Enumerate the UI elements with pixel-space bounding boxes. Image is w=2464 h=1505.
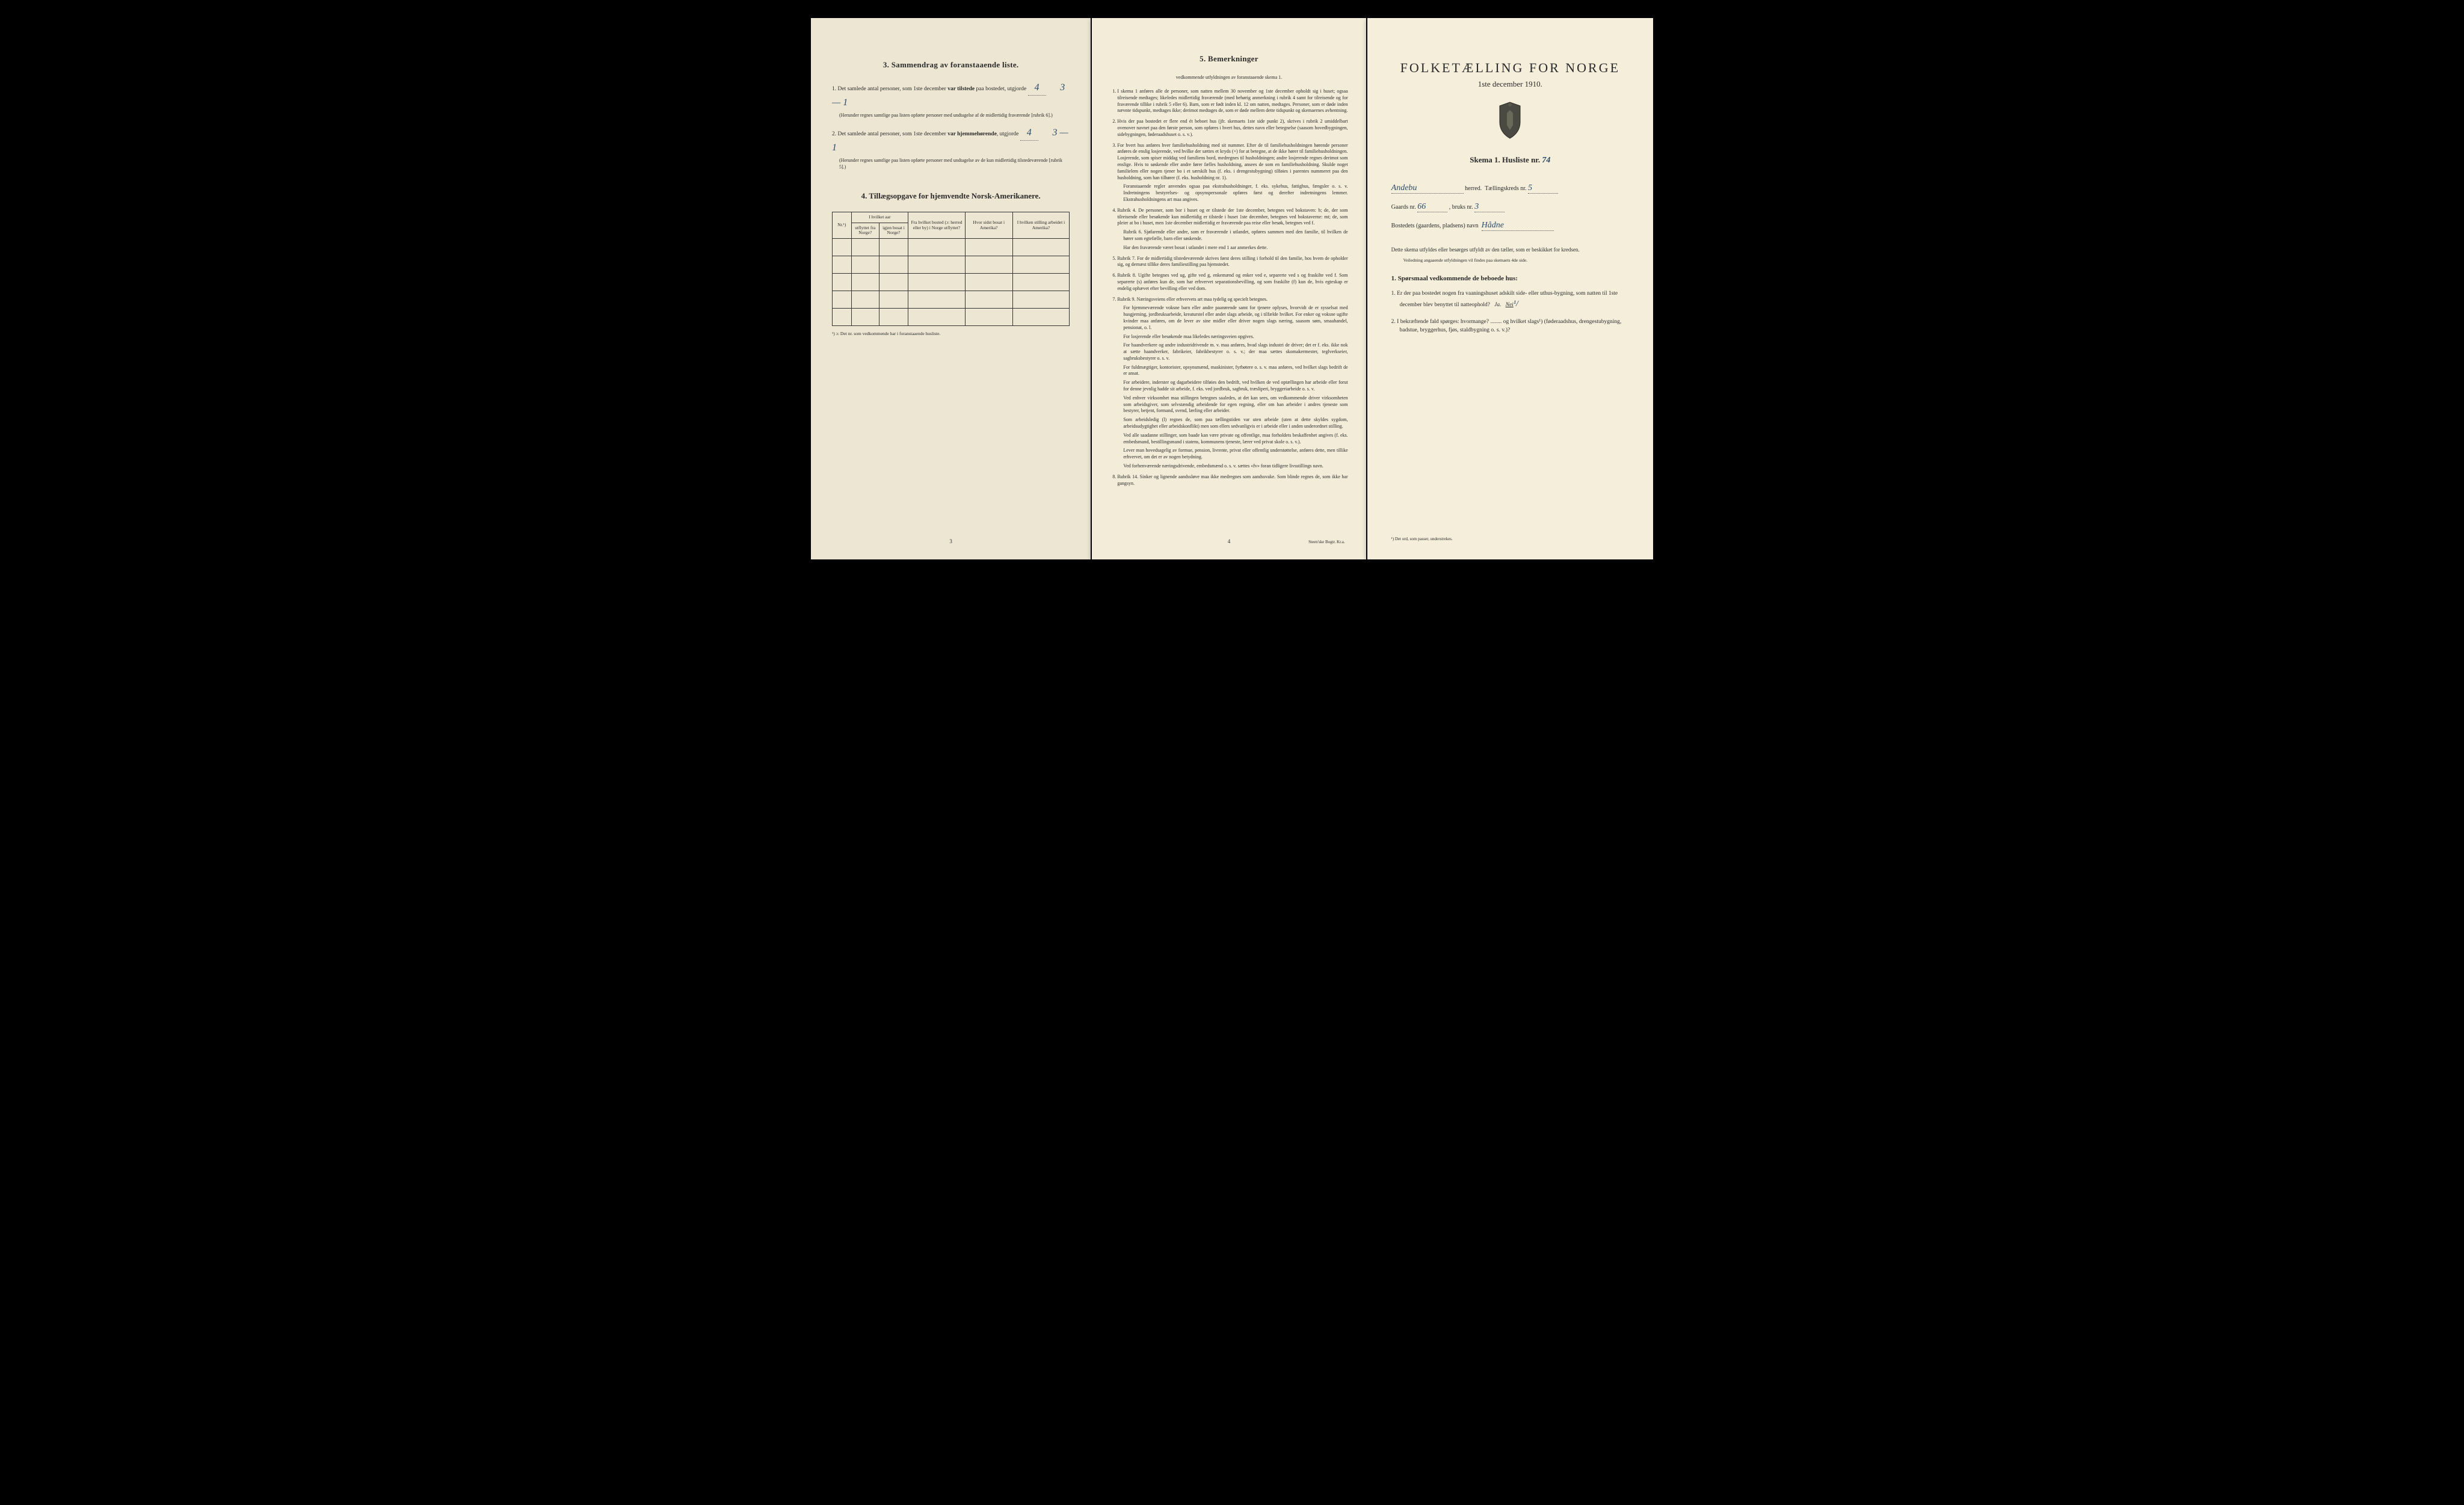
skema-label: Skema 1. Husliste nr. (1470, 155, 1540, 164)
section-5-subheading: vedkommende utfyldningen av foranstaaend… (1110, 75, 1348, 80)
husliste-nr: 74 (1542, 156, 1550, 165)
item1-text-after: paa bostedet, utgjorde (975, 86, 1027, 92)
th-bosted: Fra hvilket bosted (ɔ: herred eller by) … (908, 212, 966, 239)
printer-mark: Steen'ske Bogtr. Kr.a. (1308, 540, 1345, 544)
subtitle: 1ste december 1910. (1391, 79, 1629, 89)
table-row (833, 239, 1070, 256)
instruction: Dette skema utfyldes eller besørges utfy… (1391, 246, 1629, 254)
page-number-4: 4 (1228, 538, 1231, 544)
herred-line: Andebu herred. Tællingskreds nr. 5 (1391, 183, 1629, 194)
coat-of-arms-icon (1494, 101, 1527, 140)
norsk-amerikanere-table: Nr.¹) I hvilket aar Fra hvilket bosted (… (832, 212, 1070, 326)
remark-7-sub-7: Ved alle saadanne stillinger, som baade … (1123, 432, 1348, 446)
item2-value1: 4 (1020, 126, 1038, 141)
th-nr: Nr.¹) (833, 212, 852, 239)
question-heading: 1. Spørsmaal vedkommende de beboede hus: (1391, 275, 1629, 282)
remark-3: For hvert hus anføres hver familiehushol… (1117, 143, 1348, 203)
remark-4-sub2: Har den fraværende været bosat i utlande… (1123, 245, 1348, 251)
herred-value: Andebu (1391, 183, 1464, 194)
item2-bold: var hjemmehørende (947, 131, 997, 137)
document-container: 3. Sammendrag av foranstaaende liste. 1.… (811, 18, 1653, 559)
remark-5: Rubrik 7. For de midlertidig tilstedevær… (1117, 256, 1348, 269)
main-title: FOLKETÆLLING FOR NORGE (1391, 60, 1629, 76)
section-4-heading: 4. Tillægsopgave for hjemvendte Norsk-Am… (832, 191, 1070, 201)
remark-7-sub-8: Lever man hovedsagelig av formue, pensio… (1123, 448, 1348, 461)
section-3-heading: 3. Sammendrag av foranstaaende liste. (832, 60, 1070, 70)
section3-item-1: 1. Det samlede antal personer, som 1ste … (832, 81, 1070, 118)
item2-fine-print: (Herunder regnes samtlige paa listen opf… (839, 158, 1070, 170)
remark-7-sub-2: For haandverkere og andre industridriven… (1123, 342, 1348, 362)
page-middle: 5. Bemerkninger vedkommende utfyldningen… (1092, 18, 1366, 559)
th-stilling: I hvilken stilling arbeidet i Amerika? (1012, 212, 1070, 239)
remark-4-text: Rubrik 4. De personer, som bor i huset o… (1117, 208, 1348, 226)
th-amerika: Hvor sidst bosat i Amerika? (965, 212, 1012, 239)
bruks-label: , bruks nr. (1449, 204, 1473, 211)
remark-7-sub-6: Som arbeidsledig (l) regnes de, som paa … (1123, 417, 1348, 430)
remark-6: Rubrik 8. Ugifte betegnes ved ug, gifte … (1117, 272, 1348, 292)
tellingskreds-value: 5 (1528, 183, 1558, 194)
instruction-sub: Veiledning angaaende utfyldningen vil fi… (1403, 257, 1629, 263)
remark-7-sub-1: For losjerende eller besøkende maa likel… (1123, 334, 1348, 340)
th-aar: I hvilket aar (851, 212, 908, 223)
table-row (833, 274, 1070, 291)
item2-text-after: , utgjorde (997, 131, 1020, 137)
item1-fine-print: (Herunder regnes samtlige paa listen opf… (839, 112, 1070, 118)
q1-num: 1. (1391, 291, 1396, 297)
table-row (833, 256, 1070, 274)
tellingskreds-label: Tællingskreds nr. (1485, 185, 1526, 192)
page-left: 3. Sammendrag av foranstaaende liste. 1.… (811, 18, 1091, 559)
gaards-value: 66 (1417, 202, 1447, 212)
skema-line: Skema 1. Husliste nr. 74 (1391, 155, 1629, 165)
remark-1: I skema 1 anføres alle de personer, som … (1117, 88, 1348, 114)
q1-nei: Nei (1506, 302, 1514, 308)
section3-item-2: 2. Det samlede antal personer, som 1ste … (832, 126, 1070, 170)
remark-8: Rubrik 14. Sinker og lignende aandssløve… (1117, 474, 1348, 487)
page-right: FOLKETÆLLING FOR NORGE 1ste december 191… (1367, 18, 1653, 559)
remark-7-sub-4: For arbeidere, inderster og dagarbeidere… (1123, 380, 1348, 393)
question-1: 1. Er der paa bostedet nogen fra vaaning… (1400, 289, 1629, 310)
th-utflyttet: utflyttet fra Norge? (851, 223, 879, 238)
item1-text-before: 1. Det samlede antal personer, som 1ste … (832, 86, 947, 92)
th-bosat: igjen bosat i Norge? (879, 223, 908, 238)
remark-7-sub-3: For fuldmægtiger, kontorister, opsynsmæn… (1123, 365, 1348, 378)
table-row (833, 291, 1070, 309)
remark-7-sub-0: For hjemmeværende voksne barn eller andr… (1123, 305, 1348, 331)
remark-7-sub-5: Ved enhver virksomhet maa stillingen bet… (1123, 395, 1348, 414)
q2-text: I bekræftende fald spørges: hvormange? .… (1397, 319, 1621, 333)
q2-num: 2. (1391, 319, 1396, 325)
remarks-list: I skema 1 anføres alle de personer, som … (1110, 88, 1348, 487)
remark-4-sub1: Rubrik 6. Sjøfarende eller andre, som er… (1123, 229, 1348, 242)
bruks-value: 3 (1474, 202, 1505, 212)
item1-value1: 4 (1028, 81, 1046, 96)
remark-3-text: For hvert hus anføres hver familiehushol… (1117, 143, 1348, 180)
gaards-line: Gaards nr. 66 , bruks nr. 3 (1391, 202, 1629, 212)
remark-7: Rubrik 9. Næringsveiens eller erhvervets… (1117, 297, 1348, 470)
remark-4: Rubrik 4. De personer, som bor i huset o… (1117, 208, 1348, 251)
remark-7-sub-9: Ved forhenværende næringsdrivende, embed… (1123, 463, 1348, 470)
page-number-3: 3 (949, 538, 952, 544)
bosted-value: Hådne (1482, 221, 1554, 231)
gaards-label: Gaards nr. (1391, 204, 1416, 211)
section-5-heading: 5. Bemerkninger (1110, 54, 1348, 64)
section4-footnote: ¹) ɔ: Det nr. som vedkommende har i fora… (832, 331, 1070, 336)
remark-3-sub: Foranstaaende regler anvendes ogsaa paa … (1123, 183, 1348, 203)
herred-label: herred. (1465, 185, 1482, 192)
q1-nei-mark: ¹/ (1514, 300, 1518, 309)
bosted-line: Bostedets (gaardens, pladsens) navn Hådn… (1391, 221, 1629, 231)
q1-ja: Ja. (1494, 302, 1501, 308)
item2-text-before: 2. Det samlede antal personer, som 1ste … (832, 131, 947, 137)
remark-7-text: Rubrik 9. Næringsveiens eller erhvervets… (1117, 297, 1267, 302)
table-row (833, 309, 1070, 326)
question-2: 2. I bekræftende fald spørges: hvormange… (1400, 318, 1629, 335)
item1-bold: var tilstede (947, 86, 975, 92)
right-footnote: ¹) Det ord, som passer, understrekes. (1391, 537, 1453, 541)
remark-2: Hvis der paa bostedet er flere end ét be… (1117, 118, 1348, 138)
bosted-label: Bostedets (gaardens, pladsens) navn (1391, 223, 1479, 229)
